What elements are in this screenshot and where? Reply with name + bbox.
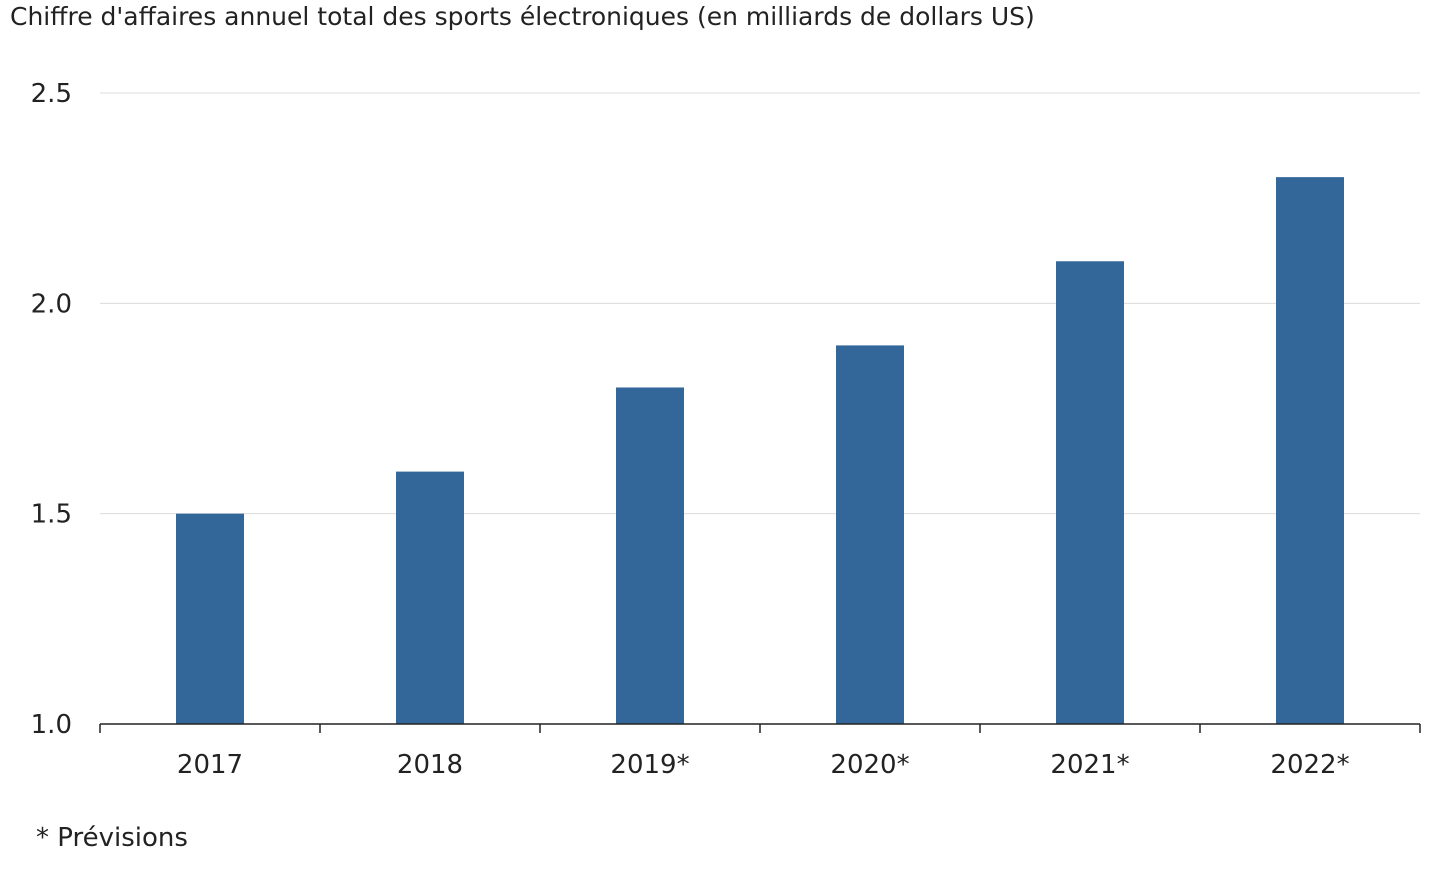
y-tick-label: 1.0 — [31, 710, 72, 740]
bar-2021 — [1056, 261, 1124, 724]
x-tick-label: 2021* — [1050, 750, 1129, 780]
x-tick-label: 2022* — [1270, 750, 1349, 780]
bar-2018 — [396, 471, 464, 724]
footnote: * Prévisions — [36, 823, 188, 853]
x-tick-label: 2018 — [397, 750, 463, 780]
bar-2020 — [836, 345, 904, 724]
bar-2019 — [616, 387, 684, 724]
y-tick-label: 2.5 — [31, 79, 72, 109]
y-tick-label: 2.0 — [31, 289, 72, 319]
bar-2022 — [1276, 177, 1344, 725]
chart-title: Chiffre d'affaires annuel total des spor… — [10, 2, 1035, 31]
y-tick-label: 1.5 — [31, 500, 72, 530]
x-tick-label: 2019* — [610, 750, 689, 780]
x-tick-label: 2017 — [177, 750, 243, 780]
x-tick-label: 2020* — [830, 750, 909, 780]
bar-2017 — [176, 513, 244, 724]
